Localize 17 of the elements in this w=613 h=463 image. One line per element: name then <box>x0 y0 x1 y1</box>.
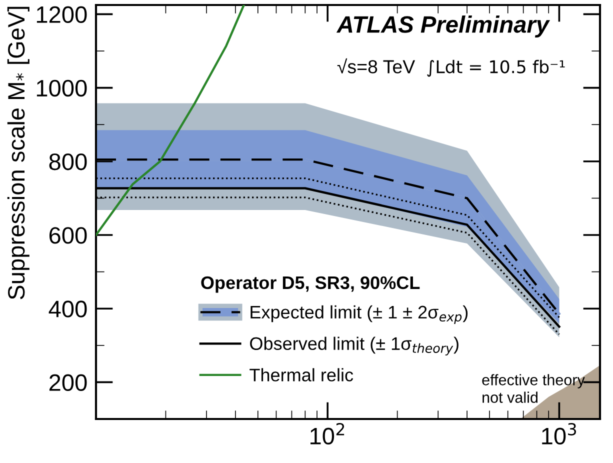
annotation: effective theory not valid <box>482 374 585 403</box>
y-tick-label: 600 <box>49 227 87 244</box>
legend-label: Thermal relic <box>250 368 354 382</box>
x-tick-label: 10$^{2}$ <box>310 422 344 444</box>
legend-label: Observed limit (± 1σ$_{theory}$) <box>250 336 458 356</box>
y-tick-label: 400 <box>48 300 87 318</box>
x-tick-label: 10$^{3}$ <box>542 422 576 444</box>
y-tick-label: 1000 <box>36 80 87 97</box>
y-axis-title: Suppression scale M$_{*}$ [GeV] <box>7 6 30 300</box>
annotation: ATLAS Preliminary <box>336 16 550 38</box>
y-tick-label: 200 <box>49 374 87 391</box>
legend-title: Operator D5, SR3, 90%CL <box>201 276 420 293</box>
legend-label: Expected limit (± 1 ± 2σ$_{exp}$) <box>250 305 468 324</box>
y-tick-label: 800 <box>49 153 87 170</box>
y-tick-label: 1200 <box>36 6 87 23</box>
annotation: √s=8 TeV <box>337 58 416 74</box>
annotation: ∫Ldt = 10.5 fb⁻¹ <box>427 60 565 77</box>
